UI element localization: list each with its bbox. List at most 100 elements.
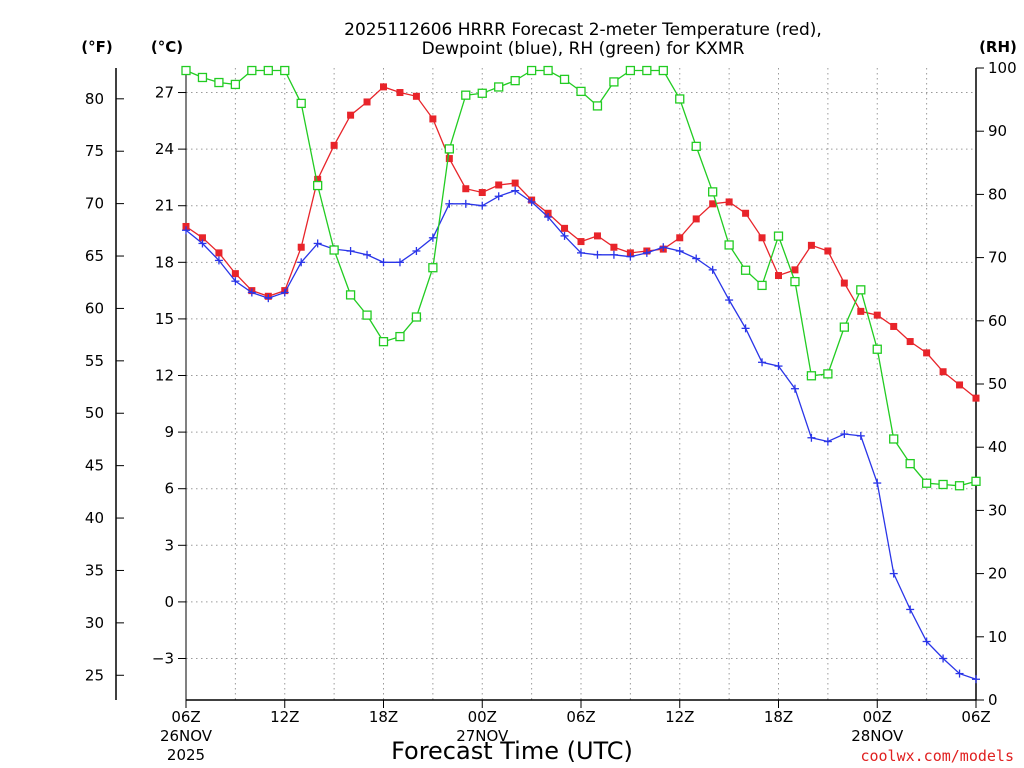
rh-point [938, 479, 948, 490]
dewpoint-point [494, 192, 503, 201]
rh-point [214, 77, 224, 88]
chart-title-line2: Dewpoint (blue), RH (green) for KXMR [422, 39, 745, 59]
rh-point [790, 276, 800, 287]
temperature-point [906, 338, 914, 346]
dewpoint-point [560, 231, 569, 240]
rh-point [971, 476, 981, 486]
dewpoint-point [972, 675, 980, 684]
temperature-point [676, 234, 684, 242]
temperature-point [972, 394, 980, 402]
rh-point [773, 231, 784, 241]
rh-point [740, 265, 751, 275]
celsius-tick-label: 9 [164, 423, 174, 441]
fahrenheit-tick-label: 45 [85, 457, 104, 475]
dewpoint-point [840, 429, 849, 438]
dewpoint-point [577, 248, 585, 257]
rh-tick-label: 100 [988, 59, 1017, 77]
dewpoint-point [313, 239, 322, 248]
fahrenheit-tick-label: 60 [85, 299, 104, 317]
temperature-point [791, 266, 799, 274]
rh-point [510, 75, 520, 86]
rh-point [889, 434, 899, 444]
dewpoint-point [395, 258, 404, 267]
dewpoint-point [939, 654, 948, 663]
rh-point [905, 458, 915, 469]
dewpoint-point [198, 239, 207, 248]
temperature-point [363, 98, 371, 106]
dewpoint-point [774, 362, 783, 371]
celsius-tick-label: 18 [155, 253, 174, 271]
temperature-point [725, 198, 733, 206]
rh-point [708, 187, 718, 197]
temperature-point [297, 243, 305, 251]
dewpoint-point [807, 433, 816, 442]
temperature-point [890, 322, 898, 330]
temperature-point [709, 200, 717, 208]
celsius-tick-label: 12 [155, 367, 174, 385]
fahrenheit-tick-label: 50 [85, 404, 104, 422]
celsius-tick-label: 27 [155, 84, 174, 102]
rh-point [428, 263, 438, 273]
rh-point [543, 65, 553, 76]
x-tick-label: 06Z [961, 708, 990, 726]
x-tick-label: 06Z [566, 708, 595, 726]
rh-point [856, 285, 866, 295]
celsius-unit-label: (°C) [151, 38, 183, 56]
rh-point [576, 86, 586, 97]
dewpoint-point [692, 254, 701, 263]
temperature-point [857, 307, 865, 315]
x-axis-title: Forecast Time (UTC) [391, 737, 633, 765]
rh-tick-label: 70 [988, 249, 1007, 267]
rh-point [444, 144, 454, 154]
rh-point [954, 481, 965, 491]
dewpoint-point [708, 265, 717, 274]
temperature-point [923, 349, 931, 357]
dewpoint-point [725, 296, 734, 305]
temperature-point [840, 279, 848, 287]
temperature-point [610, 243, 618, 251]
rh-point [395, 331, 405, 342]
series-rh [181, 65, 981, 491]
x-year-label: 2025 [167, 746, 205, 764]
rh-point [757, 280, 767, 291]
rh-point [806, 371, 817, 381]
temperature-point [511, 179, 519, 187]
rh-tick-label: 90 [988, 122, 1007, 140]
dewpoint-point [346, 246, 355, 255]
rh-tick-label: 60 [988, 312, 1007, 330]
rh-point [526, 65, 537, 76]
dewpoint-point [906, 605, 915, 614]
rh-point [642, 65, 652, 76]
rh-point [345, 290, 356, 300]
dewpoint-point [231, 277, 240, 286]
fahrenheit-tick-label: 25 [85, 666, 104, 684]
celsius-tick-label: 21 [155, 197, 174, 215]
series-dewpoint [182, 186, 980, 684]
dewpoint-point [280, 288, 289, 297]
dewpoint-point [626, 252, 635, 261]
rh-point [559, 74, 570, 85]
fahrenheit-tick-label: 30 [85, 614, 104, 632]
rh-point [872, 344, 882, 354]
series-layer [181, 65, 981, 684]
temperature-point [231, 270, 239, 278]
rh-point [823, 369, 833, 379]
rh-tick-label: 80 [988, 185, 1007, 203]
temperature-point [742, 209, 750, 217]
dewpoint-point [922, 637, 931, 646]
dewpoint-point [856, 431, 865, 440]
dewpoint-point [527, 197, 536, 206]
celsius-tick-label: −3 [152, 649, 174, 667]
celsius-tick-label: 15 [155, 310, 174, 328]
dewpoint-point [675, 246, 684, 255]
rh-tick-label: 20 [988, 565, 1007, 583]
rh-point [411, 312, 422, 322]
x-tick-label: 12Z [665, 708, 694, 726]
rh-unit-label: (RH) [979, 38, 1017, 56]
dewpoint-point [412, 246, 421, 255]
rh-point [378, 337, 389, 347]
x-tick-label: 12Z [270, 708, 299, 726]
fahrenheit-tick-label: 80 [85, 90, 104, 108]
rh-point [592, 101, 603, 111]
